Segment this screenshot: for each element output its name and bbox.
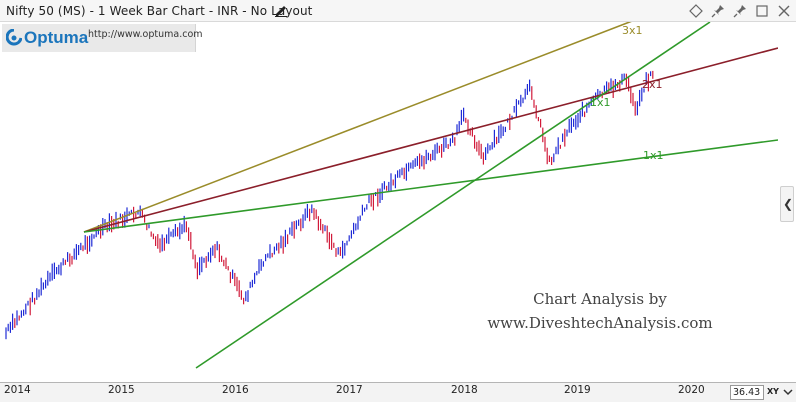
- gann-label-2x1: 2x1: [642, 78, 663, 91]
- gann-label-1x1-steep: 1x1: [590, 96, 611, 109]
- logo-url[interactable]: http://www.optuma.com: [88, 29, 203, 40]
- chart-title: Nifty 50 (MS) - 1 Week Bar Chart - INR -…: [6, 4, 313, 18]
- optuma-logo-icon: [6, 29, 22, 46]
- chart-title-bar: Nifty 50 (MS) - 1 Week Bar Chart - INR -…: [0, 0, 796, 22]
- watermark-line1: Chart Analysis by: [533, 290, 667, 308]
- watermark-line2: www.DiveshtechAnalysis.com: [487, 314, 713, 332]
- price-readout: 36.43: [730, 385, 764, 400]
- chevron-down-icon[interactable]: [782, 386, 794, 398]
- time-axis[interactable]: [0, 382, 796, 402]
- year-tick-2014: 2014: [4, 384, 31, 396]
- gann-label-3x1: 3x1: [622, 24, 643, 37]
- pin-icon[interactable]: [732, 3, 748, 19]
- year-tick-2019: 2019: [564, 384, 591, 396]
- year-tick-2015: 2015: [108, 384, 135, 396]
- diamond-icon[interactable]: [688, 3, 704, 19]
- optuma-logo-box: Optuma http://www.optuma.com: [2, 24, 203, 52]
- gann-line-1x1-steep[interactable]: [195, 21, 711, 369]
- gann-line-3x1[interactable]: [83, 17, 641, 233]
- year-tick-2020: 2020: [678, 384, 705, 396]
- year-tick-2016: 2016: [222, 384, 249, 396]
- pencil-icon[interactable]: [274, 3, 288, 17]
- chevron-left-icon: ❮: [783, 197, 794, 211]
- gann-fan-lines: [83, 17, 779, 369]
- price-chart[interactable]: [0, 17, 779, 382]
- gann-line-1x1-shallow[interactable]: [83, 139, 779, 233]
- right-panel-toggle[interactable]: ❮: [780, 186, 794, 222]
- close-icon[interactable]: [776, 3, 792, 19]
- year-tick-2018: 2018: [451, 384, 478, 396]
- maximize-icon[interactable]: [754, 3, 770, 19]
- gann-line-2x1[interactable]: [83, 47, 779, 233]
- logo-name: Optuma: [24, 28, 89, 47]
- pin-icon[interactable]: [710, 3, 726, 19]
- xy-label[interactable]: XY: [767, 387, 779, 396]
- gann-label-1x1-shallow: 1x1: [643, 149, 664, 162]
- year-tick-2017: 2017: [336, 384, 363, 396]
- chart-canvas[interactable]: [0, 17, 779, 382]
